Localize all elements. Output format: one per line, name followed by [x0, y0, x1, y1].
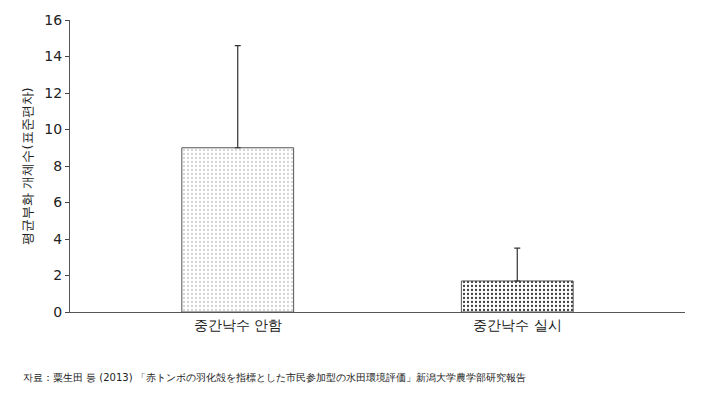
svg-text:자료：粟生田 등 (2013) 「赤トンボの羽化殻を指標とし: 자료：粟生田 등 (2013) 「赤トンボの羽化殻を指標とした市民参加型の水田環…: [23, 372, 526, 383]
svg-text:12: 12: [44, 85, 62, 101]
svg-text:2: 2: [53, 267, 62, 283]
svg-text:6: 6: [53, 194, 62, 210]
svg-text:10: 10: [44, 121, 62, 137]
svg-text:중간낙수 안함: 중간낙수 안함: [194, 317, 282, 333]
svg-text:0: 0: [53, 304, 62, 320]
svg-text:중간낙수 실시: 중간낙수 실시: [473, 317, 561, 333]
svg-text:16: 16: [44, 12, 62, 28]
svg-text:14: 14: [44, 48, 62, 64]
svg-text:8: 8: [53, 158, 62, 174]
svg-text:4: 4: [53, 231, 62, 247]
svg-text:평균부화 개체수(표준편차): 평균부화 개체수(표준편차): [20, 87, 35, 244]
